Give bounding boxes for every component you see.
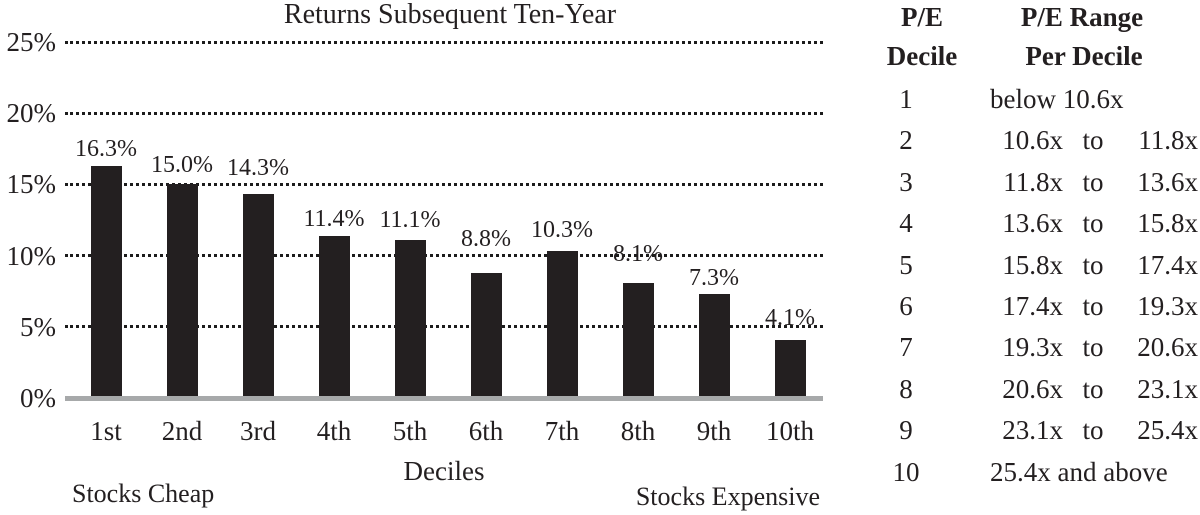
y-tick-label: 20%: [6, 98, 57, 129]
range-to-label: to: [1082, 291, 1104, 321]
bar-7th: [546, 251, 578, 398]
x-axis-line: [65, 396, 823, 401]
gridline-10%: [65, 254, 823, 258]
col-header-pe-range: P/E Range: [1020, 2, 1144, 32]
range-low-cell: 19.3x: [1002, 332, 1063, 362]
decile-cell: 4: [899, 208, 913, 238]
table-row: 3 11.8x to 13.6x: [0, 167, 1200, 201]
range-high-cell: 13.6x: [1137, 167, 1198, 197]
range-high-cell: 25.4x: [1137, 415, 1198, 445]
decile-cell: 8: [899, 374, 913, 404]
table-row: 10 25.4x and above: [0, 457, 1200, 491]
range-low-cell: 17.4x: [1002, 291, 1063, 321]
gridline-25%: [65, 40, 823, 44]
gridline-15%: [65, 182, 823, 186]
range-to-label: to: [1082, 167, 1104, 197]
table-row: 6 17.4x to 19.3x: [0, 291, 1200, 325]
x-tick-label: 5th: [392, 416, 428, 446]
bar-10th: [774, 339, 806, 398]
y-tick-label: 0%: [20, 383, 56, 413]
col-header-decile: Decile: [886, 41, 958, 71]
bar-9th: [698, 294, 730, 398]
range-high-cell: 15.8x: [1137, 208, 1198, 238]
bar-value-label: 16.3%: [75, 135, 137, 162]
table-row: 2 10.6x to 11.8x: [0, 125, 1200, 159]
y-tick-label: 10%: [6, 240, 57, 271]
range-high-cell: 19.3x: [1137, 291, 1198, 321]
bar-5th: [394, 239, 426, 398]
gridline-20%: [65, 111, 823, 115]
gridline-5%: [65, 325, 823, 329]
bar-8th: [622, 282, 654, 398]
range-cell: 25.4x and above: [990, 457, 1168, 487]
range-high-cell: 23.1x: [1137, 374, 1198, 404]
stocks-cheap-note: Stocks Cheap: [72, 479, 215, 508]
bar-1st: [90, 165, 122, 398]
y-tick-label: 25%: [6, 27, 57, 57]
col-header-per-decile: Per Decile: [1025, 41, 1143, 71]
bar-value-label: 10.3%: [531, 217, 593, 244]
decile-cell: 6: [899, 291, 913, 321]
table-row: 9 23.1x to 25.4x: [0, 415, 1200, 449]
x-tick-label: 2nd: [161, 416, 203, 446]
range-low-cell: 10.6x: [1002, 125, 1063, 155]
table-row: 1 below 10.6x: [0, 84, 1200, 118]
range-to-label: to: [1082, 374, 1104, 404]
range-to-label: to: [1082, 125, 1104, 155]
x-axis-label: Deciles: [403, 456, 485, 486]
table-row: 7 19.3x to 20.6x: [0, 332, 1200, 366]
x-tick-label: 8th: [620, 416, 656, 446]
range-high-cell: 17.4x: [1137, 250, 1198, 280]
range-low-cell: 11.8x: [1003, 167, 1063, 197]
bar-3rd: [242, 194, 274, 398]
bar-value-label: 7.3%: [689, 265, 739, 292]
decile-cell: 3: [899, 167, 913, 197]
bar-value-label: 8.1%: [613, 240, 663, 267]
y-tick-label: 5%: [20, 311, 56, 342]
x-tick-label: 6th: [468, 416, 504, 446]
table-row: 4 13.6x to 15.8x: [0, 208, 1200, 242]
range-high-cell: 20.6x: [1137, 332, 1198, 362]
x-tick-label: 3rd: [240, 416, 276, 446]
bar-2nd: [166, 184, 198, 398]
bar-value-label: 8.8%: [461, 225, 511, 252]
x-tick-label: 7th: [544, 416, 580, 446]
x-tick-label: 4th: [316, 416, 352, 446]
range-to-label: to: [1082, 250, 1104, 280]
range-to-label: to: [1082, 208, 1104, 238]
bar-6th: [470, 272, 502, 398]
bar-value-label: 15.0%: [151, 152, 213, 179]
x-tick-label: 9th: [696, 416, 732, 446]
decile-cell: 9: [899, 415, 913, 445]
decile-cell: 10: [892, 457, 920, 487]
range-to-label: to: [1082, 332, 1104, 362]
y-tick-label: 15%: [6, 169, 57, 200]
col-header-pe: P/E: [900, 2, 943, 32]
range-low-cell: 13.6x: [1002, 208, 1063, 238]
bar-value-label: 11.1%: [379, 206, 441, 233]
decile-cell: 7: [899, 332, 913, 362]
bar-value-label: 14.3%: [227, 155, 289, 182]
table-row: 8 20.6x to 23.1x: [0, 374, 1200, 408]
bar-value-label: 4.1%: [765, 304, 815, 331]
chart-title: Returns Subsequent Ten-Year: [283, 0, 617, 30]
x-tick-label: 1st: [90, 416, 122, 446]
range-cell: below 10.6x: [990, 84, 1124, 114]
range-high-cell: 11.8x: [1138, 125, 1198, 155]
stocks-expensive-note: Stocks Expensive: [635, 482, 820, 511]
range-to-label: to: [1082, 415, 1104, 445]
bar-4th: [318, 235, 350, 398]
range-low-cell: 15.8x: [1002, 250, 1063, 280]
range-low-cell: 23.1x: [1002, 415, 1063, 445]
bar-value-label: 11.4%: [303, 205, 365, 232]
decile-cell: 5: [899, 250, 913, 280]
decile-cell: 1: [899, 84, 913, 114]
decile-cell: 2: [899, 125, 913, 155]
x-tick-label: 10th: [765, 416, 814, 446]
table-row: 5 15.8x to 17.4x: [0, 250, 1200, 284]
range-low-cell: 20.6x: [1002, 374, 1063, 404]
